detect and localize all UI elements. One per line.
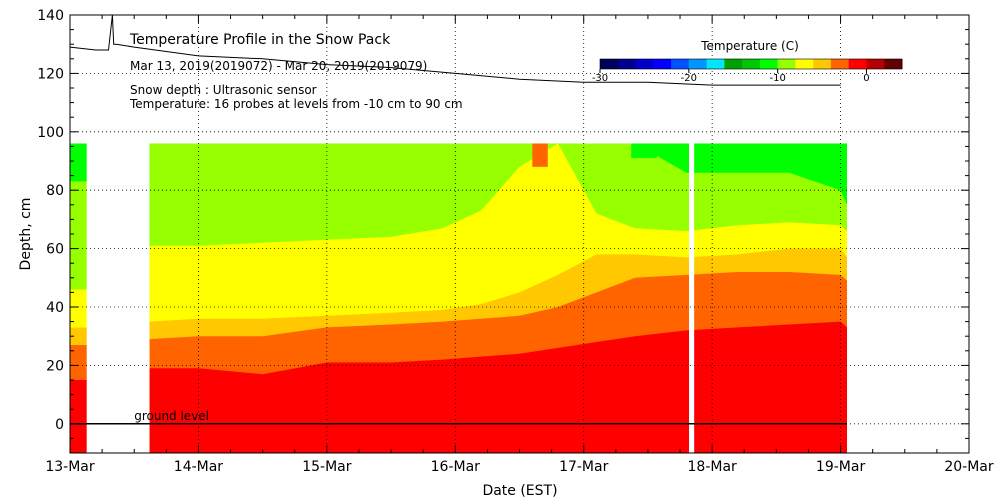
colorbar-swatch [706,59,725,69]
colorbar-swatch [688,59,708,69]
colorbar-swatch [884,59,903,69]
y-tick-label: 120 [37,66,64,82]
probe-column-segment [70,289,87,328]
colorbar-tick-label: 0 [863,73,869,84]
probe-column-segment [70,143,87,182]
ground-level-label: ground level [134,409,209,423]
x-tick-label: 14-Mar [174,459,224,475]
y-tick-label: 140 [37,8,64,24]
colorbar-tick-label: -30 [592,73,608,84]
y-tick-label: 100 [37,125,64,141]
colorbar-swatch [848,59,867,69]
y-tick-label: 20 [46,358,64,374]
probe-column-segment [70,181,87,290]
probe-column-segment [70,344,87,380]
x-tick-label: 16-Mar [431,459,481,475]
colorbar-swatch [795,59,814,69]
colorbar-swatch [617,59,637,69]
data-gap [689,143,695,453]
colorbar-swatch [866,59,885,69]
colorbar-title: Temperature (C) [700,39,799,53]
probe-column-segment [70,380,87,453]
x-tick-label: 20-Mar [944,459,994,475]
colorbar-swatch [635,59,654,69]
y-tick-label: 60 [46,242,64,258]
band-0-c-and-above [149,321,848,453]
y-tick-label: 40 [46,300,64,316]
colorbar-swatch [600,59,619,69]
colorbar-swatch [759,59,779,69]
colorbar-tick-label: -10 [769,73,785,84]
probe-column-segment [70,327,87,345]
colorbar-tick-label: -20 [681,73,697,84]
cold-pocket-1 [631,143,657,159]
overlay: Temperature Profile in the Snow Pack Mar… [18,14,903,499]
colorbar-swatch [830,59,850,69]
plot-area [70,143,848,453]
x-tick-label: 15-Mar [302,459,352,475]
x-tick-label: 17-Mar [559,459,609,475]
chart-subtitle: Mar 13, 2019(2019072) - Mar 20, 2019(201… [130,59,427,73]
temperature-field [70,143,848,453]
y-tick-label: 0 [55,417,64,433]
y-tick-label: 80 [46,183,64,199]
note-temperature-probes: Temperature: 16 probes at levels from -1… [129,97,463,111]
colorbar-swatch [777,59,796,69]
x-tick-label: 19-Mar [816,459,866,475]
cold-pocket-2 [776,143,826,164]
snow-depth-line [69,14,841,86]
x-axis-title: Date (EST) [482,483,557,499]
colorbar-swatch [724,59,743,69]
axes: 0 20 40 60 80 100 120 140 13-Mar 14-Mar 15-Mar 16-M… [37,8,994,475]
colorbar-swatch [742,59,761,69]
colorbar-frame [599,58,903,70]
colorbar-swatch [813,59,832,69]
colorbar-swatch [671,59,690,69]
colorbar-swatch [653,59,672,69]
y-axis-title: Depth, cm [18,198,34,271]
warm-pocket [532,143,548,167]
chart-title: Temperature Profile in the Snow Pack [129,32,391,48]
x-tick-label: 13-Mar [45,459,95,475]
x-tick-label: 18-Mar [688,459,738,475]
note-snow-depth: Snow depth : Ultrasonic sensor [130,83,317,97]
